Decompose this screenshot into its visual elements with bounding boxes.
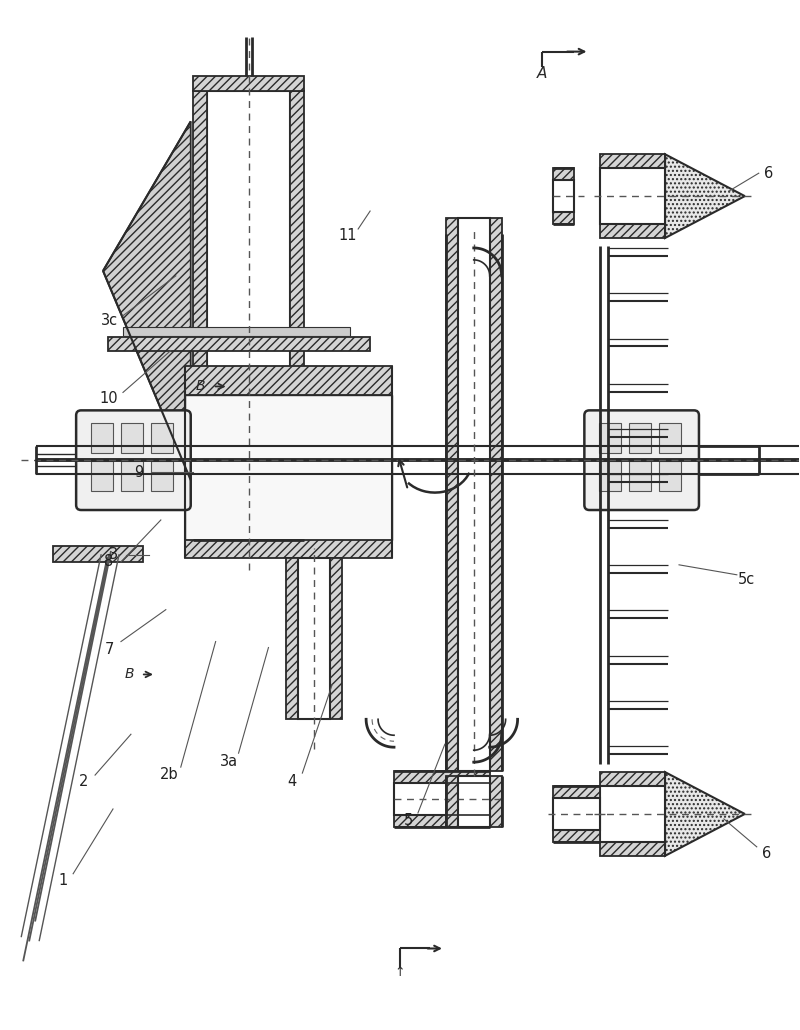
Bar <box>185 540 392 558</box>
Bar <box>554 786 600 798</box>
Text: 4: 4 <box>288 774 297 789</box>
Bar <box>123 327 350 336</box>
Bar <box>659 461 681 491</box>
Bar <box>554 212 574 224</box>
Text: 2b: 2b <box>159 766 178 782</box>
Bar <box>394 815 490 827</box>
Text: 1: 1 <box>58 873 68 888</box>
Bar <box>600 154 665 168</box>
Bar <box>121 423 143 453</box>
Text: A: A <box>536 66 546 81</box>
Bar <box>446 218 458 771</box>
Bar <box>458 776 490 827</box>
Bar <box>600 772 665 786</box>
Text: B: B <box>124 667 134 682</box>
Polygon shape <box>103 122 190 480</box>
Text: 11: 11 <box>339 229 358 243</box>
Text: ↑: ↑ <box>394 966 406 980</box>
Bar <box>630 461 651 491</box>
Text: 7: 7 <box>104 642 114 657</box>
Bar <box>600 786 665 842</box>
Bar <box>121 461 143 491</box>
Text: 5c: 5c <box>738 573 755 587</box>
Text: 2: 2 <box>78 774 88 789</box>
Bar <box>206 92 290 540</box>
Bar <box>490 218 502 771</box>
Bar <box>446 776 458 827</box>
Bar <box>91 423 113 453</box>
Bar <box>554 830 600 842</box>
Bar <box>286 558 298 719</box>
Bar <box>330 558 342 719</box>
Bar <box>554 798 600 830</box>
Bar <box>600 168 665 224</box>
Bar <box>600 224 665 238</box>
Bar <box>151 461 173 491</box>
FancyBboxPatch shape <box>76 410 190 510</box>
Bar <box>298 558 330 719</box>
Bar <box>599 423 622 453</box>
Bar <box>599 461 622 491</box>
Text: 8: 8 <box>104 554 114 570</box>
Text: 6: 6 <box>764 166 774 180</box>
Text: B: B <box>196 379 206 393</box>
Text: 9: 9 <box>134 465 143 480</box>
Bar <box>659 423 681 453</box>
Bar <box>290 92 304 540</box>
Bar <box>630 423 651 453</box>
Bar <box>394 783 490 815</box>
Text: 3: 3 <box>109 547 118 562</box>
Polygon shape <box>665 772 745 856</box>
Text: 6: 6 <box>762 847 771 861</box>
Bar <box>185 366 392 396</box>
FancyBboxPatch shape <box>584 410 699 510</box>
Bar <box>151 423 173 453</box>
Bar <box>554 168 574 180</box>
Text: 5: 5 <box>403 814 413 828</box>
Bar <box>91 461 113 491</box>
Text: 3c: 3c <box>101 313 118 329</box>
Text: 3a: 3a <box>219 754 238 768</box>
Bar <box>193 75 304 92</box>
Bar <box>54 546 143 561</box>
Bar <box>600 842 665 856</box>
Bar <box>490 776 502 827</box>
Text: 10: 10 <box>100 391 118 406</box>
Bar <box>458 218 490 771</box>
Bar <box>185 396 392 540</box>
Bar <box>554 180 574 212</box>
Bar <box>394 771 490 783</box>
Bar <box>108 337 370 350</box>
Polygon shape <box>665 154 745 238</box>
Bar <box>193 92 206 540</box>
